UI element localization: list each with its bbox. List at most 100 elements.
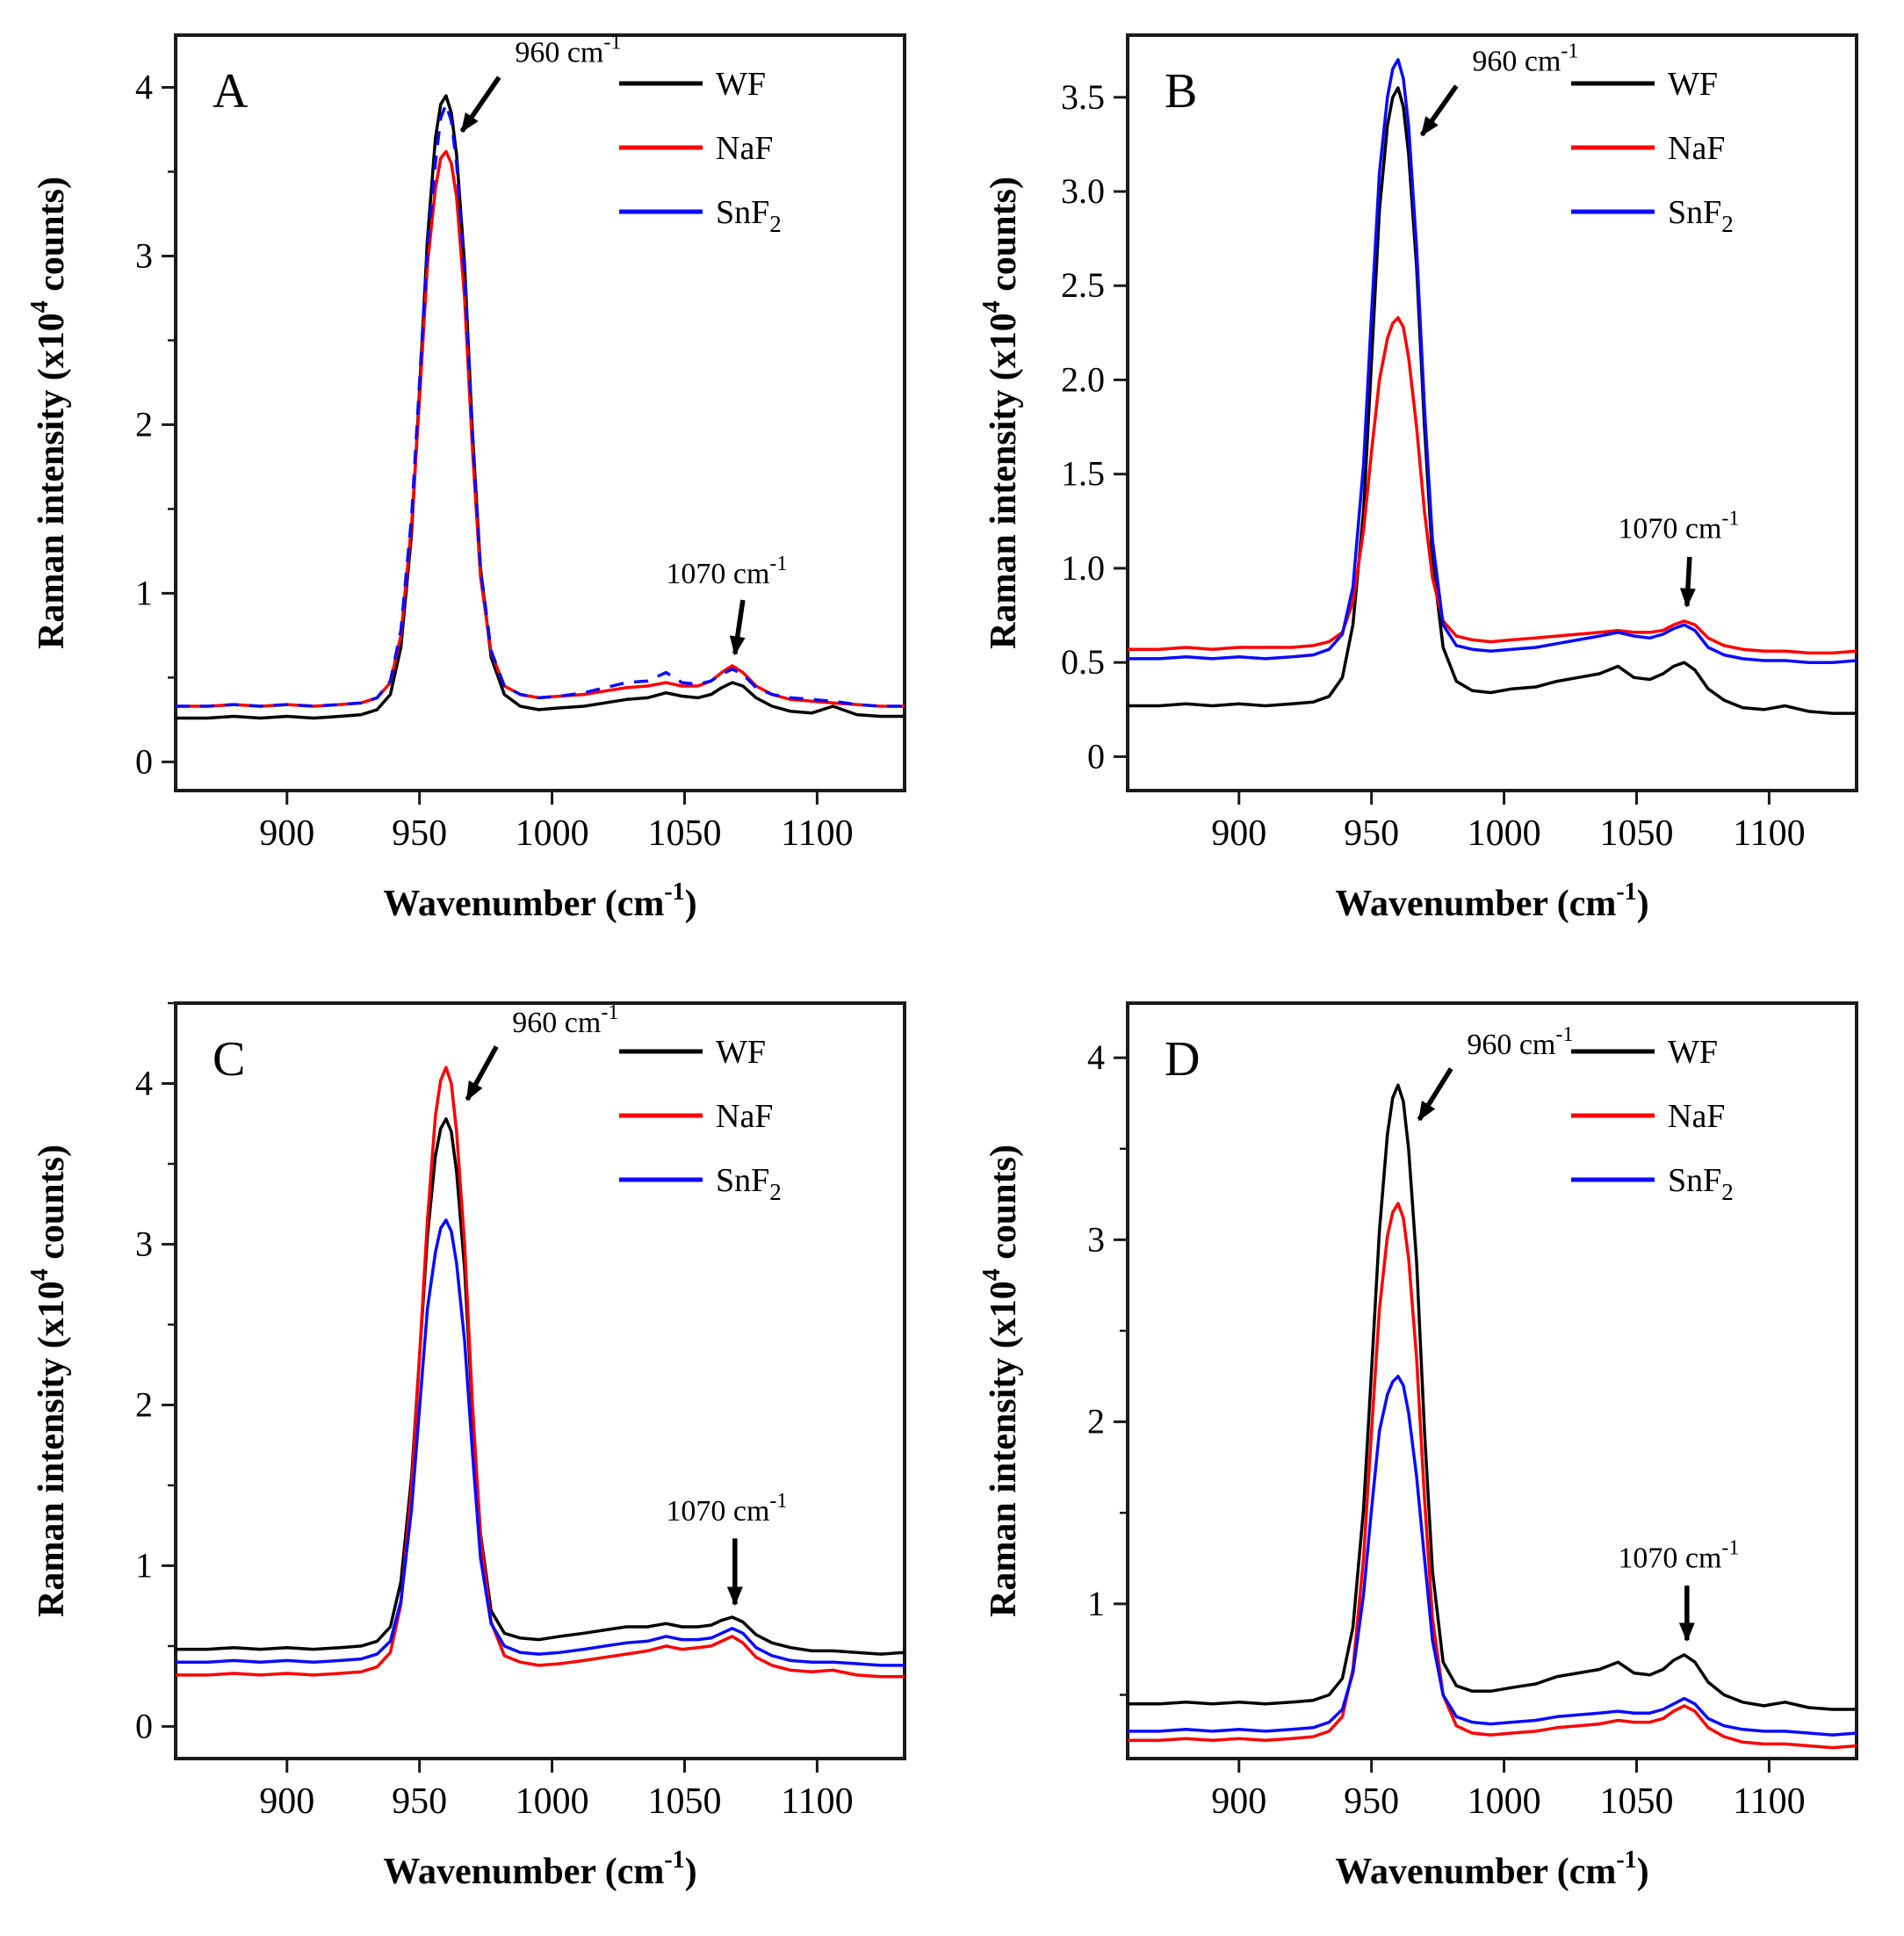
y-tick-label: 0.5 [1061,642,1105,682]
legend-label-NaF: NaF [716,1098,773,1135]
series-WF-line [176,1116,905,1656]
y-tick-label: 1.5 [1061,454,1105,494]
x-tick-label: 1000 [1468,1781,1541,1822]
y-tick-label: 3 [1087,1219,1105,1259]
panel-a-chart: 0 1 2 3 4 900 950 1000 1050 1100 Wavenumber (cm-1)… [26,32,906,924]
x-tick-label: 900 [1211,813,1266,854]
panel-c-chart: 0 1 2 3 4 900 950 1000 1050 1100 Wavenumber (cm-1)… [26,1001,906,1892]
y-tick-label: 0 [135,741,153,781]
y-tick-label: 2.5 [1061,265,1105,305]
y-tick-label: 3 [135,1224,153,1263]
panel-letter: B [1165,64,1197,119]
panel-letter: D [1165,1032,1200,1087]
series-SnF2-line [1128,58,1857,664]
x-tick-label: 900 [259,1781,314,1822]
annotation-label-1: 1070 cm-1 [666,553,787,590]
annotation-label-1: 1070 cm-1 [1618,508,1739,545]
series-SnF2-line [176,102,905,708]
annotation-arrow-1 [729,599,746,656]
annotation-label-0: 960 cm-1 [1472,40,1578,78]
y-tick-label: 4 [135,68,153,107]
plot-frame [174,33,906,792]
annotation-arrow-0 [465,1045,499,1102]
annotation-label-1: 1070 cm-1 [666,1490,787,1528]
x-tick-label: 1100 [781,813,853,854]
series-WF-line [176,94,905,720]
annotation-arrow-0 [1417,1067,1453,1122]
y-tick-label: 2.0 [1061,359,1105,399]
x-tick-label: 1050 [647,1781,721,1822]
series-WF-line [1128,1083,1857,1711]
series-NaF-line [1128,1202,1857,1750]
panel-b-chart: 0 0.5 1.0 1.5 2.0 2.5 3.0 3.5 900 950 1000 1050 1100… [978,33,1858,924]
legend-label-SnF2: SnF2 [716,1162,782,1205]
y-axis-title: Raman intensity (x104 counts) [978,177,1024,649]
legend-label-WF: WF [716,1034,766,1071]
legend-label-NaF: NaF [1668,130,1725,167]
x-tick-label: 950 [1344,813,1399,854]
legend-label-WF: WF [716,66,766,103]
x-tick-label: 1100 [1733,1781,1805,1822]
annotation-arrow-1 [1679,556,1696,608]
x-axis-title: Wavenumber (cm-1) [383,1846,696,1892]
series-NaF-line [176,1066,905,1679]
x-tick-label: 1050 [647,813,721,854]
x-tick-label: 1100 [781,1781,853,1822]
y-axis-title: Raman intensity (x104 counts) [26,177,72,649]
x-axis-title: Wavenumber (cm-1) [383,878,696,924]
y-tick-label: 2 [135,1384,153,1424]
panel-d: 1 2 3 4 900 950 1000 1050 1100 Wavenumber (cm-1) R… [952,968,1904,1936]
y-tick-label: 1.0 [1061,548,1105,588]
y-tick-label: 1 [1087,1584,1105,1623]
x-tick-label: 950 [392,1781,447,1822]
legend-label-NaF: NaF [1668,1098,1725,1135]
y-tick-label: 4 [135,1063,153,1102]
legend-label-NaF: NaF [716,130,773,167]
y-tick-label: 3 [135,235,153,275]
x-axis-title: Wavenumber (cm-1) [1335,878,1648,924]
legend-label-SnF2: SnF2 [716,194,782,237]
plot-frame [174,1001,906,1760]
panel-d-chart: 1 2 3 4 900 950 1000 1050 1100 Wavenumber (cm-1) R… [978,1001,1858,1892]
x-tick-label: 1050 [1599,1781,1673,1822]
y-axis-title: Raman intensity (x104 counts) [26,1145,72,1617]
annotation-label-0: 960 cm-1 [1467,1023,1573,1061]
annotation-label-1: 1070 cm-1 [1618,1536,1739,1574]
panel-letter: C [213,1032,245,1087]
y-tick-label: 3.0 [1061,171,1105,211]
y-tick-label: 2 [1087,1402,1105,1441]
panel-b: 0 0.5 1.0 1.5 2.0 2.5 3.0 3.5 900 950 1000 1050 1100… [952,0,1904,968]
y-tick-label: 3.5 [1061,77,1105,117]
annotation-label-0: 960 cm-1 [515,32,621,69]
legend-label-WF: WF [1668,66,1718,103]
x-tick-label: 1000 [1468,813,1541,854]
series-WF-line [1128,86,1857,715]
x-tick-label: 900 [1211,1781,1266,1822]
x-tick-label: 1000 [516,1781,589,1822]
x-tick-label: 900 [259,813,314,854]
legend-label-WF: WF [1668,1034,1718,1071]
y-tick-label: 1 [135,573,153,612]
series-NaF-line [176,149,905,708]
legend-label-SnF2: SnF2 [1668,194,1734,237]
x-axis-title: Wavenumber (cm-1) [1335,1846,1648,1892]
y-tick-label: 4 [1087,1037,1105,1077]
x-tick-label: 950 [1344,1781,1399,1822]
x-tick-label: 1050 [1599,813,1673,854]
y-tick-label: 1 [135,1545,153,1585]
x-tick-label: 1000 [516,813,589,854]
y-axis-title: Raman intensity (x104 counts) [978,1145,1024,1617]
series-NaF-line [1128,315,1857,655]
x-tick-label: 950 [392,813,447,854]
series-SnF2-line [1128,1375,1857,1737]
annotation-arrow-0 [459,76,501,134]
annotation-label-0: 960 cm-1 [512,1001,618,1039]
panel-c: 0 1 2 3 4 900 950 1000 1050 1100 Wavenumber (cm-1)… [0,968,952,1936]
panel-a: 0 1 2 3 4 900 950 1000 1050 1100 Wavenumber (cm-1)… [0,0,952,968]
legend-label-SnF2: SnF2 [1668,1162,1734,1205]
annotation-arrow-0 [1419,84,1459,137]
panel-letter: A [213,64,249,119]
y-tick-label: 0 [1087,736,1105,776]
y-tick-label: 0 [135,1706,153,1745]
